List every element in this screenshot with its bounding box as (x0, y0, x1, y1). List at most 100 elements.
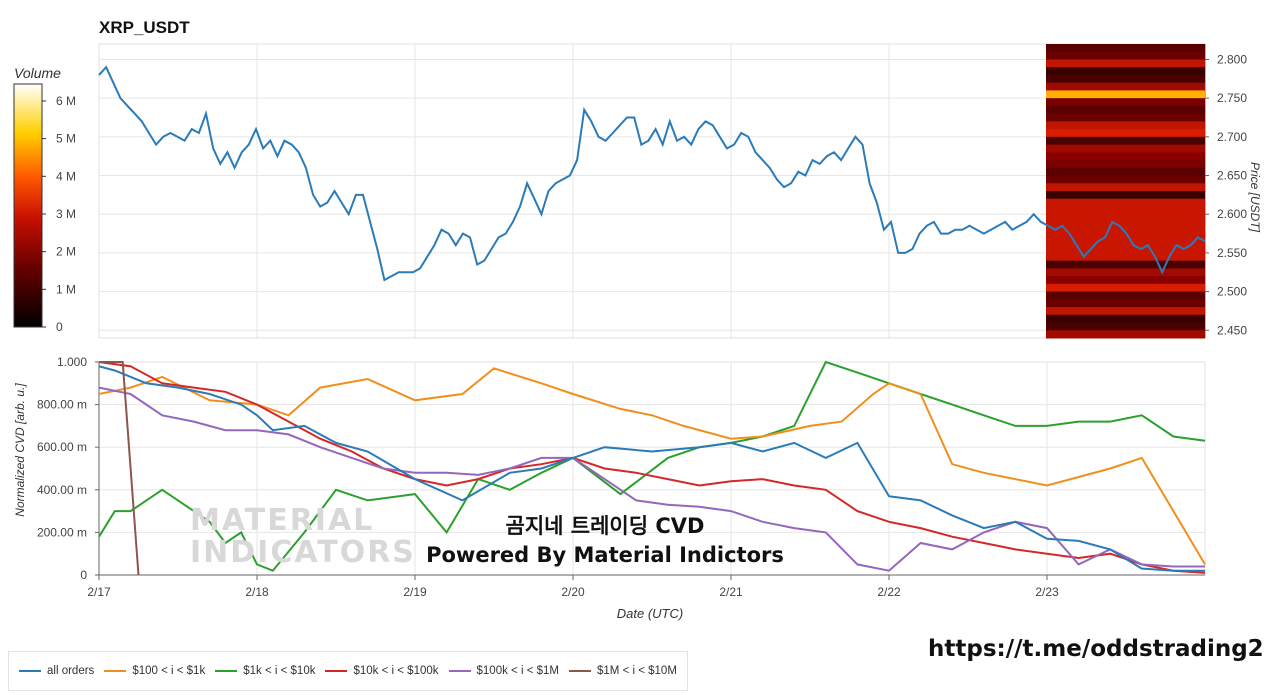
heatmap-row-30 (1046, 276, 1205, 285)
heatmap-row-33 (1046, 299, 1205, 308)
heatmap-row-37 (1046, 330, 1205, 339)
cvd-tick-label-3: 600.00 m (37, 440, 87, 454)
price-axis-label: Price [USDT] (1248, 161, 1262, 232)
heatmap-row-34 (1046, 307, 1205, 316)
legend-label-5: $1M < i < $10M (597, 665, 677, 677)
heatmap-row-13 (1046, 144, 1205, 153)
heatmap-row-19 (1046, 191, 1205, 200)
heatmap-row-9 (1046, 113, 1205, 122)
price-line (98, 65, 1206, 282)
heatmap-row-15 (1046, 160, 1205, 169)
price-panel-frame (98, 43, 1206, 339)
legend-swatch-5 (569, 670, 591, 672)
watermark-line-1: MATERIAL (190, 503, 375, 538)
legend-swatch-2 (215, 670, 238, 672)
heatmap-row-26 (1046, 245, 1205, 254)
heatmap-row-20 (1046, 198, 1205, 207)
legend-swatch-3 (325, 670, 348, 672)
heatmap-row-18 (1046, 183, 1205, 192)
heatmap-row-17 (1046, 175, 1205, 184)
heatmap-row-22 (1046, 214, 1205, 223)
legend-item-5[interactable]: $1M < i < $10M (569, 665, 677, 677)
heatmap-row-4 (1046, 74, 1205, 84)
cvd-line-3 (98, 361, 1206, 574)
heatmap-row-14 (1046, 152, 1205, 161)
colorbar-tick-label-0: 0 (56, 320, 63, 334)
heatmap-row-16 (1046, 167, 1205, 177)
price-tick-label-2: 2.550 (1217, 246, 1247, 260)
cvd-line-5 (99, 361, 140, 576)
colorbar-tick-label-2: 2 M (56, 245, 76, 259)
cvd-line-2 (98, 360, 1206, 572)
x-tick-label-2: 2/19 (403, 585, 427, 599)
overlay-title: 곰지네 트레이딩 CVD (505, 514, 705, 538)
legend: all orders $100 < i < $1k $1k < i < $10k… (8, 651, 688, 691)
legend-item-1[interactable]: $100 < i < $1k (104, 665, 205, 677)
heatmap-row-25 (1046, 237, 1205, 246)
legend-label-2: $1k < i < $10k (243, 665, 316, 677)
watermark-line-2: INDICATORS (190, 535, 416, 570)
cvd-line-1 (98, 367, 1206, 565)
heatmap-row-21 (1046, 206, 1205, 215)
cvd-tick-label-0: 0 (80, 568, 87, 582)
x-tick-label-1: 2/18 (245, 585, 269, 599)
legend-item-4[interactable]: $100k < i < $1M (448, 665, 559, 677)
colorbar (13, 83, 43, 328)
heatmap-row-10 (1046, 121, 1205, 130)
x-tick-label-0: 2/17 (87, 585, 111, 599)
material-indicators-watermark: MATERIAL INDICATORS (190, 505, 416, 569)
x-tick-label-3: 2/20 (561, 585, 585, 599)
heatmap-row-29 (1046, 268, 1205, 277)
cvd-tick-label-2: 400.00 m (37, 483, 87, 497)
heatmap-row-31 (1046, 283, 1205, 293)
heatmap-row-27 (1046, 252, 1205, 262)
cvd-tick-label-5: 1.000 (57, 355, 87, 369)
legend-label-1: $100 < i < $1k (132, 665, 206, 677)
cvd-line-4 (98, 386, 1205, 572)
heatmap-row-23 (1046, 221, 1205, 231)
colorbar-tick-label-4: 4 M (56, 169, 76, 183)
colorbar-tick-label-6: 6 M (56, 94, 76, 108)
telegram-url: https://t.me/oddstrading2 (928, 636, 1264, 662)
x-tick-label-6: 2/23 (1035, 585, 1059, 599)
price-tick-label-7: 2.800 (1217, 52, 1247, 66)
x-axis-label: Date (UTC) (616, 606, 684, 621)
heatmap-row-32 (1046, 291, 1205, 300)
legend-item-0[interactable]: all orders (19, 665, 94, 677)
x-tick-label-4: 2/21 (719, 585, 743, 599)
overlay-subtitle: Powered By Material Indictors (426, 543, 784, 567)
legend-label-0: all orders (47, 665, 95, 677)
colorbar-title: Volume (14, 65, 61, 81)
cvd-line-0 (98, 365, 1205, 572)
price-tick-label-4: 2.650 (1217, 169, 1247, 183)
heatmap-row-7 (1046, 98, 1205, 107)
legend-item-2[interactable]: $1k < i < $10k (215, 665, 315, 677)
heatmap-row-3 (1046, 67, 1205, 76)
heatmap-row-36 (1046, 322, 1205, 331)
colorbar-tick-label-3: 3 M (56, 207, 76, 221)
legend-swatch-4 (448, 670, 471, 672)
price-tick-label-0: 2.450 (1217, 323, 1247, 337)
x-tick-label-5: 2/22 (877, 585, 901, 599)
heatmap-row-0 (1046, 44, 1205, 53)
heatmap-row-35 (1046, 314, 1205, 324)
colorbar-tick-label-5: 5 M (56, 132, 76, 146)
legend-label-4: $100k < i < $1M (476, 665, 559, 677)
legend-label-3: $10k < i < $100k (353, 665, 439, 677)
heatmap-row-11 (1046, 129, 1205, 138)
cvd-axis-label: Normalized CVD [arb. u.] (13, 383, 27, 517)
legend-swatch-1 (104, 670, 127, 672)
price-tick-label-6: 2.750 (1217, 91, 1247, 105)
legend-item-3[interactable]: $10k < i < $100k (325, 665, 439, 677)
cvd-tick-label-4: 800.00 m (37, 398, 87, 412)
legend-swatch-0 (19, 670, 41, 672)
heatmap-row-8 (1046, 105, 1205, 115)
cvd-tick-label-1: 200.00 m (37, 525, 87, 539)
price-tick-label-5: 2.700 (1217, 130, 1247, 144)
heatmap-row-1 (1046, 51, 1205, 60)
heatmap-row-5 (1046, 82, 1205, 91)
heatmap-row-12 (1046, 136, 1205, 146)
heatmap-row-6 (1046, 90, 1205, 99)
heatmap-row-28 (1046, 260, 1205, 269)
